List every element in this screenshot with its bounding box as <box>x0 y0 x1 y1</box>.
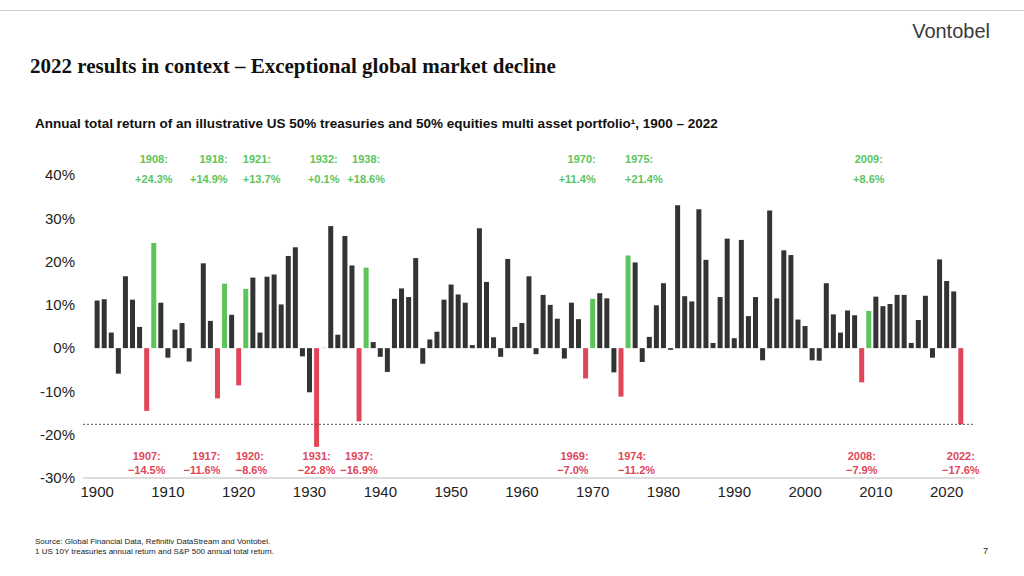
html-text:Annual total return of an illu: Annual total return of an illustrative U… <box>35 116 718 131</box>
svg-text:+24.3%: +24.3% <box>135 173 173 185</box>
svg-text:40%: 40% <box>45 166 75 183</box>
svg-text:1921:: 1921: <box>243 153 271 165</box>
svg-text:-20%: -20% <box>40 426 75 443</box>
svg-text:1931:: 1931: <box>303 450 331 462</box>
svg-text:2000: 2000 <box>788 483 821 500</box>
svg-text:−11.6%: −11.6% <box>183 464 220 476</box>
svg-text:−14.5%: −14.5% <box>128 464 166 476</box>
html-text:Vontobel: Vontobel <box>912 20 990 42</box>
svg-text:2022:: 2022: <box>947 450 975 462</box>
svg-text:1908:: 1908: <box>140 153 168 165</box>
html-text:1 US 10Y treasuries annual ret: 1 US 10Y treasuries annual return and S&… <box>35 547 274 556</box>
svg-text:1970: 1970 <box>576 483 609 500</box>
svg-text:1975:: 1975: <box>625 153 653 165</box>
svg-text:+11.4%: +11.4% <box>559 173 596 185</box>
svg-text:−11.2%: −11.2% <box>618 464 655 476</box>
svg-text:0%: 0% <box>53 339 75 356</box>
html-text:Source: Global Financial Data,: Source: Global Financial Data, Refinitiv… <box>35 537 271 546</box>
svg-text:−8.6%: −8.6% <box>236 464 268 476</box>
svg-text:1940: 1940 <box>364 483 397 500</box>
svg-text:1930: 1930 <box>293 483 326 500</box>
svg-text:2020: 2020 <box>930 483 963 500</box>
svg-text:1938:: 1938: <box>352 153 380 165</box>
svg-text:1970:: 1970: <box>568 153 596 165</box>
svg-text:+18.6%: +18.6% <box>347 173 385 185</box>
svg-text:2008:: 2008: <box>848 450 876 462</box>
svg-text:+14.9%: +14.9% <box>190 173 228 185</box>
svg-text:+13.7%: +13.7% <box>243 173 281 185</box>
svg-text:10%: 10% <box>45 296 75 313</box>
svg-text:20%: 20% <box>45 253 75 270</box>
html-text:7: 7 <box>983 546 988 556</box>
svg-text:1974:: 1974: <box>618 450 646 462</box>
svg-text:1900: 1900 <box>80 483 113 500</box>
svg-text:1990: 1990 <box>718 483 751 500</box>
svg-text:−7.9%: −7.9% <box>846 464 878 476</box>
svg-text:1910: 1910 <box>151 483 184 500</box>
svg-text:+8.6%: +8.6% <box>853 173 885 185</box>
svg-text:1950: 1950 <box>434 483 467 500</box>
svg-text:2009:: 2009: <box>855 153 883 165</box>
svg-text:1932:: 1932: <box>310 153 338 165</box>
svg-text:−17.6%: −17.6% <box>942 464 980 476</box>
svg-text:−22.8%: −22.8% <box>298 464 336 476</box>
svg-text:1917:: 1917: <box>192 450 220 462</box>
svg-text:1937:: 1937: <box>345 450 373 462</box>
html-text:2022 results in context – Exce: 2022 results in context – Exceptional gl… <box>30 54 556 78</box>
svg-text:-30%: -30% <box>40 469 75 486</box>
svg-text:1969:: 1969: <box>560 450 588 462</box>
svg-text:1920:: 1920: <box>236 450 264 462</box>
svg-text:-10%: -10% <box>40 383 75 400</box>
svg-text:2010: 2010 <box>859 483 892 500</box>
svg-text:1980: 1980 <box>647 483 680 500</box>
svg-text:1918:: 1918: <box>199 153 227 165</box>
svg-text:+0.1%: +0.1% <box>308 173 340 185</box>
svg-text:−7.0%: −7.0% <box>557 464 589 476</box>
svg-text:1907:: 1907: <box>133 450 161 462</box>
svg-text:+21.4%: +21.4% <box>625 173 663 185</box>
svg-text:30%: 30% <box>45 210 75 227</box>
svg-text:1960: 1960 <box>505 483 538 500</box>
svg-text:1920: 1920 <box>222 483 255 500</box>
svg-text:−16.9%: −16.9% <box>340 464 378 476</box>
